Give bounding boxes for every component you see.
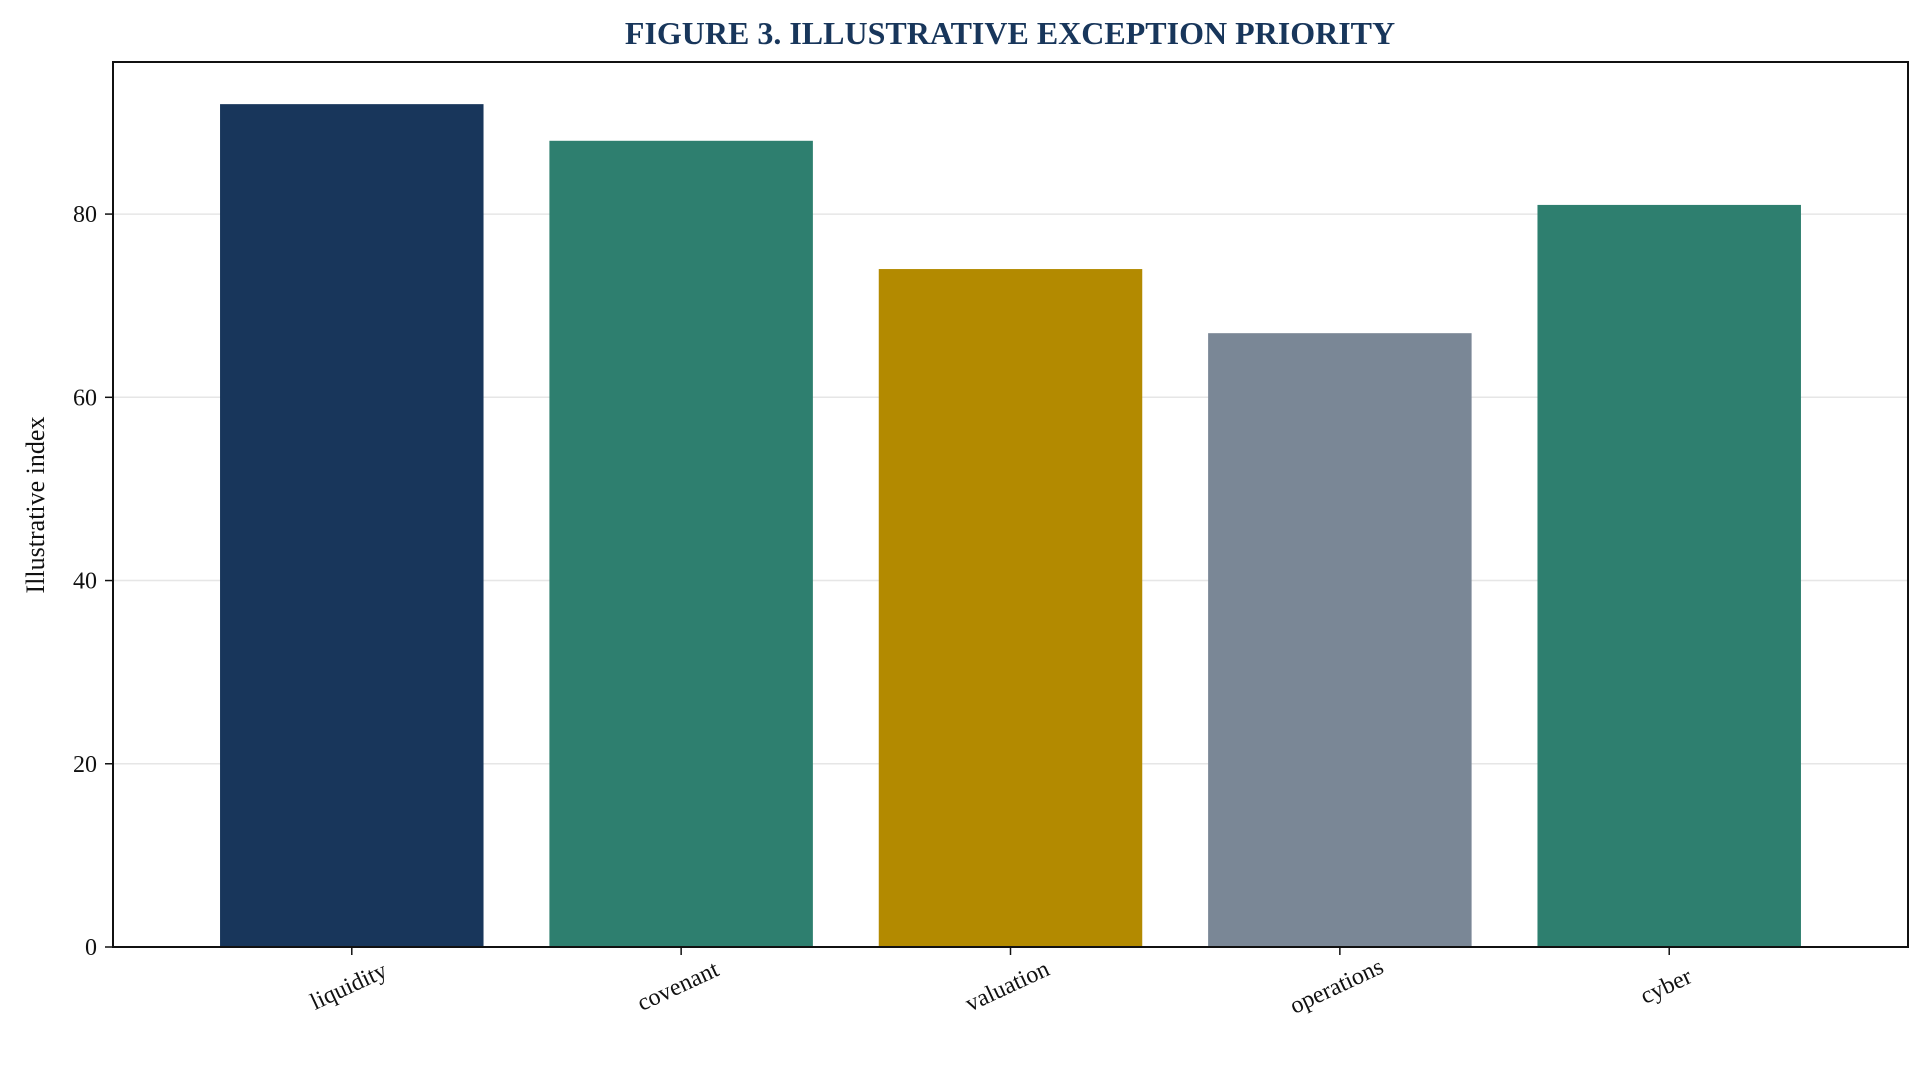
chart-title: FIGURE 3. ILLUSTRATIVE EXCEPTION PRIORIT…: [625, 15, 1395, 51]
y-tick-label: 0: [85, 935, 97, 961]
x-axis-ticks: liquidity covenant valuation operations cybe…: [306, 947, 1696, 1020]
y-tick-label: 60: [73, 385, 97, 411]
y-tick-label: 20: [73, 752, 97, 778]
bar-covenant: [549, 140, 813, 947]
bar-operations: [1208, 333, 1472, 947]
bars: [220, 104, 1801, 947]
y-axis-label: Illustrative index: [21, 417, 50, 594]
x-tick-label-liquidity: liquidity: [306, 958, 391, 1016]
y-tick-label: 80: [73, 202, 97, 228]
x-tick-label-operations: operations: [1286, 954, 1388, 1020]
bar-valuation: [878, 269, 1143, 947]
x-tick-label-valuation: valuation: [962, 956, 1054, 1017]
x-tick-label-cyber: cyber: [1637, 964, 1696, 1010]
y-tick-label: 40: [73, 569, 97, 595]
y-axis-ticks: 0 20 40 60 80: [73, 202, 113, 961]
bar-cyber: [1537, 204, 1801, 947]
bar-liquidity: [220, 104, 484, 947]
x-tick-label-covenant: covenant: [633, 956, 723, 1016]
